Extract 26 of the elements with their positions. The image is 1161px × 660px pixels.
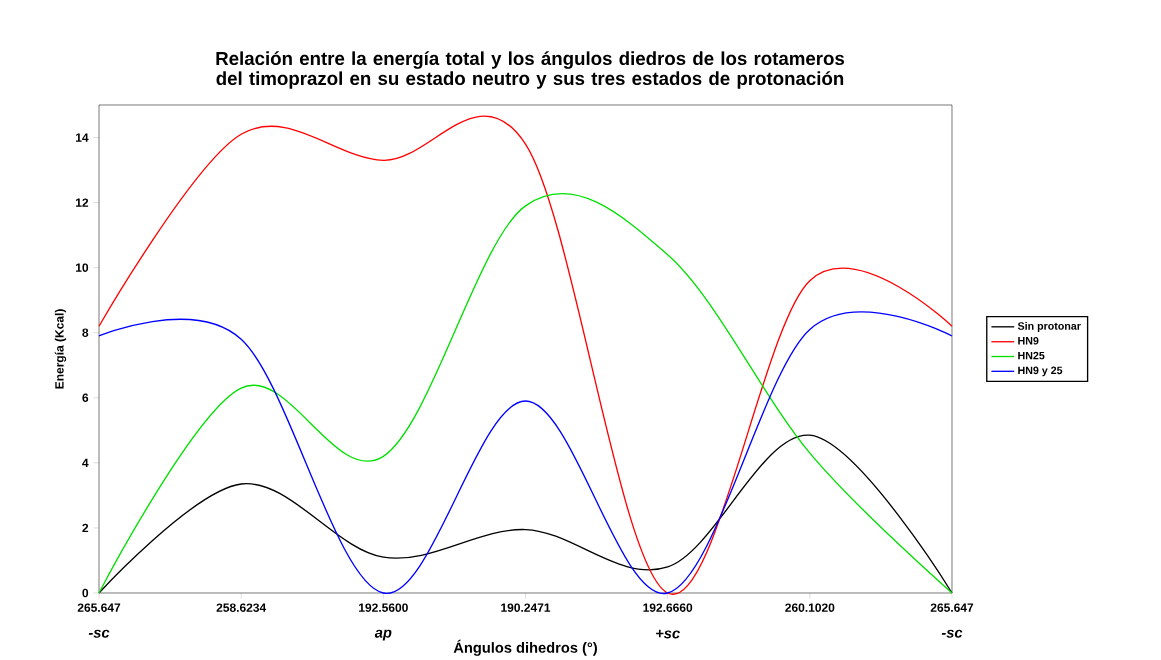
x-tick-label: 258.6234: [216, 603, 267, 612]
text: ap: [374, 629, 392, 641]
y-tick-label: 10: [76, 263, 89, 272]
y-tick-label: 4: [82, 458, 89, 467]
x-axis-title: Ángulos dihedros (°): [453, 639, 597, 656]
x-tick-label: 260.1020: [785, 603, 835, 612]
text: +sc: [656, 629, 680, 639]
y-tick-label: 8: [82, 328, 89, 337]
x-tick-label: 192.5600: [359, 603, 408, 612]
y-tick-label: 6: [82, 393, 89, 403]
x-tick-label: 265.647: [930, 603, 974, 612]
x-tick-label: 265.647: [77, 603, 121, 612]
text: -sc: [941, 629, 963, 638]
text: -sc: [88, 629, 110, 638]
x-tick-label: 192.6660: [643, 603, 693, 612]
y-axis-title: Energía (Kcal): [54, 309, 67, 389]
y-tick-label: 2: [82, 523, 89, 533]
x-tick-label: 190.2471: [501, 603, 551, 612]
chart-title: Relación entre la energía total y los ángulos diedros de los rotameros del timoprazol en su estado neutro y sus tres estados de protonación: [216, 51, 845, 89]
legend-label: HN9 y 25: [1018, 366, 1063, 377]
y-tick-label: 0: [82, 588, 89, 598]
legend-label: HN9: [1018, 337, 1039, 345]
y-tick-label: 12: [76, 198, 89, 207]
legend-label: HN25: [1018, 351, 1045, 360]
legend-label: Sin protonar: [1017, 321, 1081, 332]
y-tick-label: 14: [76, 133, 89, 142]
